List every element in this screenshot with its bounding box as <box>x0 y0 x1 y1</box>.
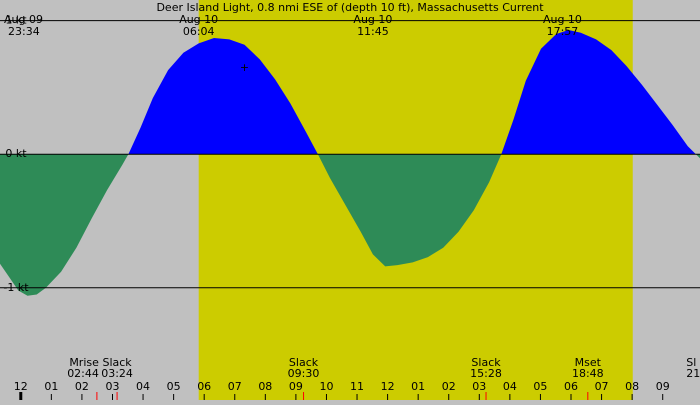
top-time-label: 11:45 <box>357 25 389 38</box>
top-time-label: 23:34 <box>8 25 40 38</box>
markers: + <box>240 61 249 74</box>
hour-label: 08 <box>625 380 639 393</box>
top-date-label: Aug 10 <box>353 13 392 26</box>
hour-label: 01 <box>411 380 425 393</box>
hour-label: 05 <box>167 380 181 393</box>
event-name: Slack <box>102 356 132 369</box>
hour-label: 04 <box>136 380 150 393</box>
top-time-label: 17:57 <box>547 25 579 38</box>
hour-axis: 1112010203040506070809101112010203040506… <box>14 380 670 400</box>
hour-label: 08 <box>258 380 272 393</box>
ebb-area <box>695 154 700 159</box>
hour-label: 06 <box>564 380 578 393</box>
event-time: 02:44 <box>67 367 99 380</box>
hour-label: 01 <box>44 380 58 393</box>
event-name: Slack <box>471 356 501 369</box>
current-time-marker: + <box>240 61 249 74</box>
hour-label: 07 <box>595 380 609 393</box>
hour-label: 11 <box>350 380 364 393</box>
event-time: 03:24 <box>101 367 133 380</box>
event-name: Slack <box>289 356 319 369</box>
event-name: Mrise <box>69 356 99 369</box>
hour-label: 07 <box>228 380 242 393</box>
event-time: 09:30 <box>288 367 320 380</box>
chart-title: Deer Island Light, 0.8 nmi ESE of (depth… <box>156 1 544 14</box>
hour-label: 02 <box>442 380 456 393</box>
top-date-label: Aug 10 <box>543 13 582 26</box>
event-time: 21 <box>686 367 700 380</box>
flood-area <box>501 30 696 155</box>
hour-label: 04 <box>503 380 517 393</box>
hour-label: 02 <box>75 380 89 393</box>
hour-label: 12 <box>14 380 28 393</box>
hour-label: 06 <box>197 380 211 393</box>
y-tick-label: 0 kt <box>5 147 27 160</box>
hour-label: 09 <box>656 380 670 393</box>
hour-label: 03 <box>105 380 119 393</box>
event-name: Sl <box>686 356 696 369</box>
hour-label: 12 <box>381 380 395 393</box>
event-time: 18:48 <box>572 367 604 380</box>
event-name: Mset <box>575 356 602 369</box>
hour-label: 09 <box>289 380 303 393</box>
y-tick-labels: 1 kt 0 kt -1 kt <box>3 14 29 294</box>
y-tick-label: -1 kt <box>3 281 29 294</box>
hour-label: 03 <box>472 380 486 393</box>
current-areas <box>0 30 700 296</box>
y-tick-label: 1 kt <box>5 14 27 27</box>
top-time-label: 06:04 <box>183 25 215 38</box>
top-date-label: Aug 09 <box>4 13 43 26</box>
event-time: 15:28 <box>470 367 502 380</box>
y-gridlines <box>0 20 700 289</box>
ebb-area <box>0 154 129 296</box>
ebb-area <box>317 154 502 267</box>
hour-label: 05 <box>533 380 547 393</box>
flood-area <box>128 38 318 155</box>
event-labels: Mrise02:44Slack03:24Slack09:30Slack15:28… <box>67 356 700 380</box>
top-date-label: Aug 10 <box>179 13 218 26</box>
hour-label: 10 <box>319 380 333 393</box>
